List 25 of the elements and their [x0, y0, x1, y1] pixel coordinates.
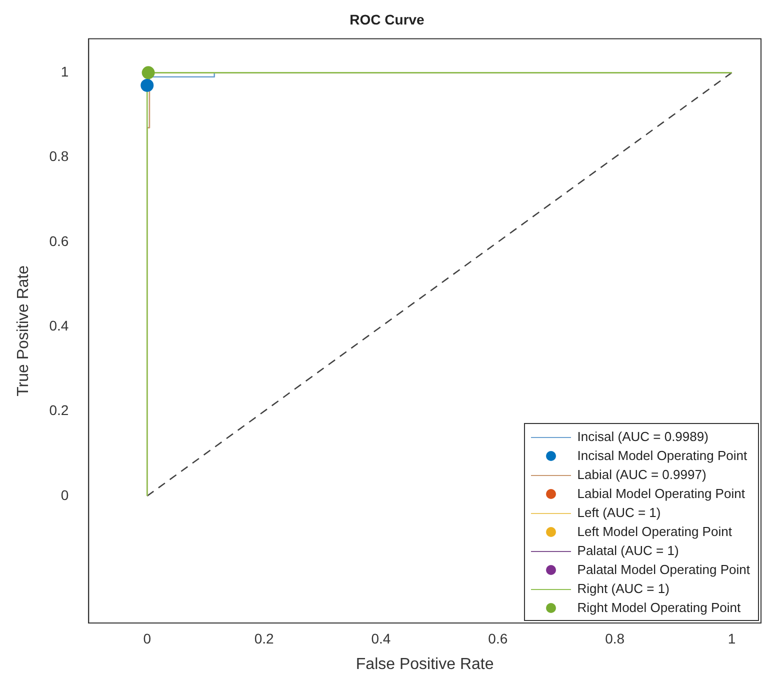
- y-tick-label: 1: [60, 64, 69, 80]
- y-tick-label: 0.6: [49, 232, 69, 249]
- legend-label: Right Model Operating Point: [577, 600, 741, 615]
- y-tick-label: 0.2: [49, 402, 69, 418]
- chart-title: ROC Curve: [350, 11, 425, 28]
- legend-label: Right (AUC = 1): [577, 581, 670, 596]
- legend-label: Palatal (AUC = 1): [577, 543, 679, 558]
- x-tick-label: 0.4: [371, 630, 391, 646]
- x-tick-label: 0.2: [254, 630, 274, 646]
- legend-label: Left (AUC = 1): [577, 505, 661, 520]
- y-axis-title: True Positive Rate: [15, 265, 32, 396]
- legend-label: Labial (AUC = 0.9997): [577, 467, 706, 482]
- x-tick-label: 0: [143, 630, 152, 646]
- legend-label: Left Model Operating Point: [577, 524, 732, 539]
- x-tick-label: 1: [728, 630, 736, 646]
- x-tick-label: 0.8: [605, 630, 625, 646]
- x-axis-title: False Positive Rate: [356, 656, 494, 673]
- legend-label: Incisal (AUC = 0.9989): [577, 429, 708, 444]
- y-tick-label: 0.8: [49, 148, 69, 164]
- legend-label: Labial Model Operating Point: [577, 486, 745, 501]
- y-tick-label: 0: [60, 486, 69, 503]
- x-tick-label: 0.6: [488, 630, 508, 646]
- legend-label: Palatal Model Operating Point: [577, 562, 750, 577]
- legend-label: Incisal Model Operating Point: [577, 448, 748, 463]
- y-tick-label: 0.4: [49, 318, 69, 334]
